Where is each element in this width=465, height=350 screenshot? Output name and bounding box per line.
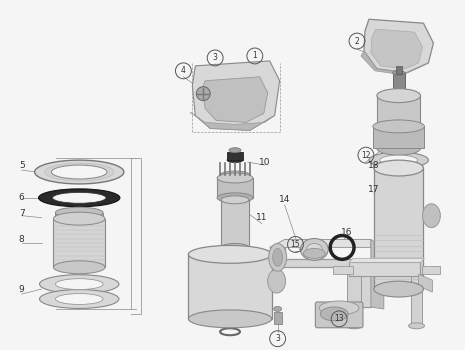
Ellipse shape (377, 141, 420, 155)
Ellipse shape (374, 160, 424, 176)
FancyBboxPatch shape (315, 302, 363, 328)
Ellipse shape (217, 193, 253, 203)
Text: 5: 5 (19, 161, 25, 170)
Ellipse shape (380, 155, 418, 165)
FancyBboxPatch shape (227, 152, 243, 160)
Ellipse shape (274, 307, 282, 312)
Ellipse shape (373, 120, 425, 133)
Ellipse shape (40, 275, 119, 294)
FancyBboxPatch shape (55, 213, 103, 219)
Text: 16: 16 (341, 228, 353, 237)
FancyBboxPatch shape (374, 168, 424, 289)
Text: 15: 15 (291, 240, 300, 249)
FancyBboxPatch shape (377, 96, 420, 148)
Ellipse shape (346, 323, 362, 329)
Ellipse shape (55, 207, 103, 218)
FancyBboxPatch shape (53, 219, 105, 267)
Ellipse shape (304, 248, 325, 258)
Ellipse shape (188, 310, 272, 328)
Polygon shape (349, 258, 425, 262)
Polygon shape (361, 51, 428, 75)
FancyBboxPatch shape (423, 266, 440, 274)
Ellipse shape (272, 248, 283, 266)
Ellipse shape (53, 261, 105, 274)
FancyBboxPatch shape (373, 126, 425, 148)
Text: 1: 1 (252, 51, 257, 61)
FancyBboxPatch shape (411, 274, 423, 324)
Ellipse shape (319, 301, 359, 315)
Ellipse shape (374, 281, 424, 297)
Ellipse shape (320, 307, 348, 321)
FancyBboxPatch shape (188, 254, 272, 319)
Text: 4: 4 (181, 66, 186, 75)
Polygon shape (190, 112, 275, 130)
Polygon shape (371, 29, 423, 69)
Ellipse shape (300, 238, 328, 260)
Ellipse shape (39, 189, 120, 207)
FancyBboxPatch shape (349, 262, 420, 276)
Text: 8: 8 (19, 235, 25, 244)
Ellipse shape (188, 245, 272, 263)
Ellipse shape (53, 193, 106, 203)
Ellipse shape (221, 196, 249, 204)
Polygon shape (270, 247, 371, 307)
Ellipse shape (55, 294, 103, 304)
Ellipse shape (229, 148, 241, 153)
Ellipse shape (393, 70, 405, 75)
FancyBboxPatch shape (393, 73, 405, 94)
Polygon shape (270, 239, 371, 247)
Circle shape (196, 87, 210, 100)
FancyBboxPatch shape (274, 312, 282, 324)
Text: 12: 12 (361, 150, 371, 160)
Ellipse shape (45, 163, 114, 181)
Ellipse shape (220, 171, 250, 179)
Ellipse shape (268, 269, 286, 293)
Text: 3: 3 (275, 334, 280, 343)
Text: 7: 7 (19, 209, 25, 218)
Ellipse shape (55, 279, 103, 289)
Ellipse shape (409, 323, 425, 329)
Ellipse shape (377, 89, 420, 103)
Text: 11: 11 (256, 213, 267, 222)
Polygon shape (418, 274, 432, 292)
FancyBboxPatch shape (217, 178, 253, 198)
Text: 17: 17 (368, 186, 379, 194)
Polygon shape (364, 19, 433, 73)
Text: 13: 13 (334, 314, 344, 323)
FancyBboxPatch shape (396, 66, 402, 74)
Ellipse shape (306, 244, 322, 256)
FancyBboxPatch shape (347, 274, 361, 324)
Ellipse shape (40, 289, 119, 308)
Text: 9: 9 (19, 285, 25, 294)
Ellipse shape (53, 212, 105, 225)
Text: 2: 2 (355, 36, 359, 46)
Ellipse shape (269, 244, 286, 271)
Ellipse shape (221, 244, 249, 251)
Text: 6: 6 (19, 193, 25, 202)
Ellipse shape (227, 158, 243, 163)
Text: 3: 3 (213, 54, 218, 62)
FancyBboxPatch shape (333, 266, 353, 274)
Ellipse shape (423, 204, 440, 228)
Ellipse shape (369, 152, 428, 168)
Text: 14: 14 (279, 195, 290, 204)
Ellipse shape (34, 160, 124, 184)
Text: 10: 10 (259, 158, 271, 167)
FancyBboxPatch shape (221, 200, 249, 247)
Polygon shape (371, 239, 384, 309)
Polygon shape (193, 61, 279, 130)
Ellipse shape (217, 173, 253, 183)
Ellipse shape (52, 165, 107, 179)
Polygon shape (202, 77, 268, 122)
Text: 18: 18 (368, 161, 379, 170)
